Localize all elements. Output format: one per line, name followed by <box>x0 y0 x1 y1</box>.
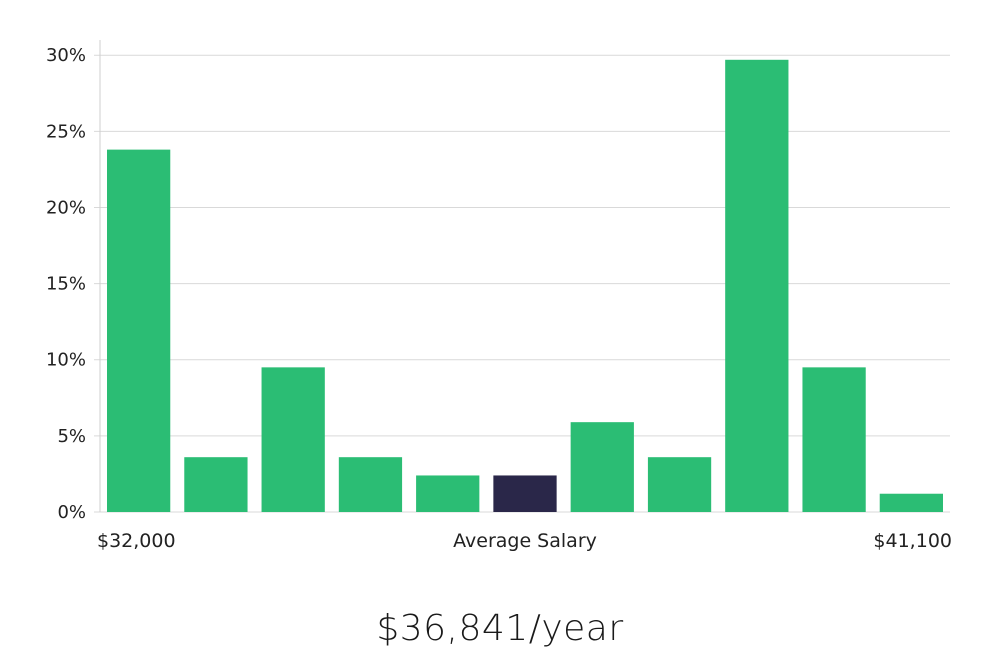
salary-distribution-chart: 0% 5% 10% 15% 20% 25% 30% $32,000 Average Sala… <box>46 40 952 552</box>
bar <box>338 457 403 512</box>
y-tick-label: 0% <box>57 502 86 523</box>
bar <box>647 457 712 512</box>
x-center-label: Average Salary <box>453 530 597 552</box>
bar <box>570 422 634 512</box>
y-tick-label: 15% <box>46 274 86 295</box>
bar <box>261 367 325 512</box>
bar <box>416 475 480 512</box>
bar <box>879 493 943 512</box>
y-tick-label: 30% <box>46 45 86 66</box>
y-axis: 0% 5% 10% 15% 20% 25% 30% <box>46 40 101 523</box>
x-end-label: $41,100 <box>873 530 952 552</box>
y-tick-label: 5% <box>57 426 86 447</box>
average-salary-value: $36,841/year <box>376 608 624 649</box>
bar <box>725 59 789 512</box>
bars <box>107 59 943 513</box>
y-tick-label: 20% <box>46 197 86 218</box>
y-tick-label: 25% <box>46 121 86 142</box>
bar-average-salary <box>493 475 557 512</box>
bar <box>107 149 171 513</box>
bar <box>184 457 248 512</box>
x-start-label: $32,000 <box>97 530 176 552</box>
bar <box>802 367 866 512</box>
gridlines <box>94 54 950 513</box>
x-axis: $32,000 Average Salary $41,100 <box>97 530 952 552</box>
y-tick-label: 10% <box>46 350 86 371</box>
